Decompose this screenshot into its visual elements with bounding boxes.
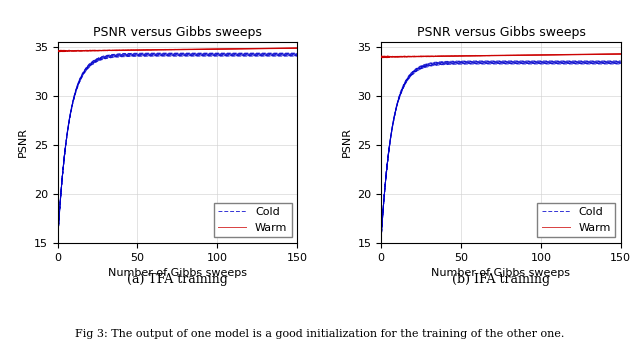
Warm (617, 52, 625, 56)
Line: Cold: Cold (58, 56, 297, 240)
Cold (385, 148, 393, 152)
Warm (250, 46, 258, 50)
Cold (564, 62, 572, 66)
Warm (459, 54, 467, 58)
Cold (164, 54, 172, 58)
Cold (378, 233, 385, 237)
Warm (385, 54, 393, 59)
Warm (240, 46, 248, 51)
Cold (293, 54, 301, 58)
Warm (293, 46, 301, 50)
Cold (378, 237, 385, 241)
Y-axis label: PSNR: PSNR (18, 127, 28, 157)
Line: Warm: Warm (381, 54, 621, 57)
Cold (459, 62, 467, 66)
Text: (a) TFA training: (a) TFA training (127, 273, 228, 286)
Legend: Cold, Warm: Cold, Warm (214, 203, 292, 237)
Warm (173, 47, 181, 51)
Cold (54, 236, 61, 240)
Legend: Cold, Warm: Cold, Warm (538, 203, 615, 237)
Warm (136, 48, 143, 52)
Cold (61, 145, 69, 149)
Warm (379, 55, 387, 59)
Cold (617, 62, 625, 66)
Cold (136, 54, 143, 58)
Cold (250, 54, 258, 58)
Cold (54, 238, 61, 242)
Text: (b) IFA training: (b) IFA training (452, 273, 550, 286)
Cold (573, 62, 581, 66)
Cold (504, 62, 512, 66)
Warm (54, 49, 61, 53)
Title: PSNR versus Gibbs sweeps: PSNR versus Gibbs sweeps (417, 26, 586, 39)
Warm (573, 52, 581, 56)
Warm (378, 54, 385, 59)
Warm (497, 53, 505, 57)
X-axis label: Number of Gibbs sweeps: Number of Gibbs sweeps (108, 268, 247, 278)
Warm (61, 49, 69, 53)
Y-axis label: PSNR: PSNR (342, 127, 352, 157)
Line: Cold: Cold (381, 64, 621, 239)
Warm (56, 49, 63, 53)
Cold (241, 54, 248, 58)
Cold (497, 62, 504, 66)
Line: Warm: Warm (58, 48, 297, 51)
Warm (564, 52, 572, 57)
Warm (378, 54, 385, 59)
Warm (54, 49, 61, 53)
Title: PSNR versus Gibbs sweeps: PSNR versus Gibbs sweeps (93, 26, 262, 39)
Text: Fig 3: The output of one model is a good initialization for the training of the : Fig 3: The output of one model is a good… (76, 329, 564, 339)
X-axis label: Number of Gibbs sweeps: Number of Gibbs sweeps (431, 268, 570, 278)
Cold (54, 238, 61, 242)
Cold (174, 54, 182, 58)
